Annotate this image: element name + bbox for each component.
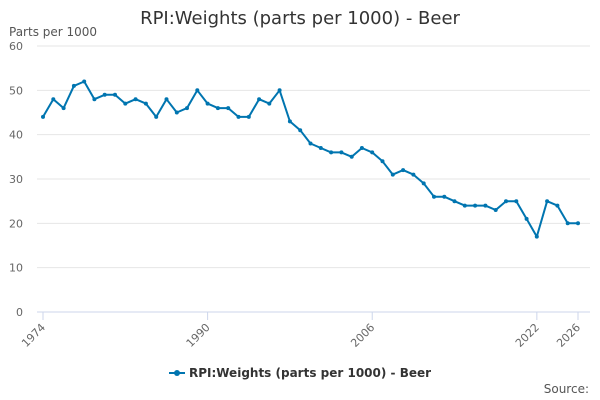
y-tick-label: 20 [9,217,23,230]
x-tick-label: 2026 [554,321,583,350]
x-axis-tick-labels: 1974 1990 2006 2022 2026 [19,321,583,350]
data-point[interactable] [267,101,272,106]
data-series[interactable] [41,79,580,239]
data-point[interactable] [493,208,498,212]
data-point[interactable] [576,221,580,226]
data-point[interactable] [123,101,128,106]
data-point[interactable] [483,203,488,208]
x-tick-label: 2006 [348,321,377,350]
data-point[interactable] [287,119,292,124]
data-point[interactable] [349,154,354,159]
data-point[interactable] [298,128,303,133]
data-point[interactable] [524,216,529,221]
data-point[interactable] [514,199,519,204]
legend-series-label[interactable]: RPI:Weights (parts per 1000) - Beer [188,366,432,380]
data-point[interactable] [565,221,570,226]
data-point[interactable] [359,146,364,150]
data-point[interactable] [504,199,508,204]
y-axis-unit-label: Parts per 1000 [9,25,98,39]
data-point[interactable] [308,141,313,146]
data-point[interactable] [164,97,169,102]
data-point[interactable] [195,88,200,93]
data-point[interactable] [143,101,148,106]
data-point[interactable] [411,172,416,177]
legend-series-marker-icon[interactable] [168,367,185,379]
data-point[interactable] [133,97,138,102]
data-point[interactable] [154,114,159,119]
data-point[interactable] [257,97,262,102]
data-point[interactable] [205,101,210,106]
y-tick-label: 0 [16,306,23,319]
data-point[interactable] [246,114,251,119]
data-point[interactable] [339,150,344,155]
data-point[interactable] [390,172,395,177]
source-label: Source: [543,382,589,396]
data-point[interactable] [236,114,241,119]
data-point[interactable] [452,199,457,204]
y-tick-label: 30 [9,173,23,186]
y-tick-label: 50 [9,84,23,97]
data-point[interactable] [380,159,385,164]
data-point[interactable] [318,146,323,150]
data-point[interactable] [102,92,107,97]
data-point[interactable] [71,83,76,88]
x-tick-label: 2022 [513,321,542,350]
y-tick-label: 60 [9,40,23,53]
y-axis-tick-labels: 0 10 20 30 40 50 60 [9,40,23,319]
data-point[interactable] [226,106,231,111]
data-point[interactable] [555,203,560,208]
data-point[interactable] [329,150,334,155]
data-point[interactable] [534,234,539,239]
x-tick-label: 1990 [184,321,213,350]
data-point[interactable] [82,79,87,84]
data-point[interactable] [215,106,220,111]
y-tick-label: 40 [9,129,23,142]
data-point[interactable] [432,194,436,199]
data-point[interactable] [462,203,467,208]
data-point[interactable] [401,168,406,173]
x-axis [37,311,590,320]
data-point[interactable] [92,97,97,102]
data-point[interactable] [113,92,117,97]
data-point[interactable] [185,106,189,111]
data-point[interactable] [174,110,179,115]
x-tick-label: 1974 [19,321,48,350]
data-point[interactable] [51,97,56,102]
y-tick-label: 10 [9,262,23,275]
data-point[interactable] [370,150,375,155]
data-point[interactable] [277,88,282,93]
chart-title: RPI:Weights (parts per 1000) - Beer [140,8,460,29]
legend-point-swatch [173,370,180,376]
chart-legend[interactable]: RPI:Weights (parts per 1000) - Beer [0,366,600,380]
data-point[interactable] [545,199,550,204]
series-line[interactable] [42,80,579,238]
data-point[interactable] [421,181,426,186]
gridlines [37,45,590,269]
data-point[interactable] [41,114,45,119]
data-point[interactable] [473,203,478,208]
data-point[interactable] [61,106,66,111]
data-point[interactable] [442,194,447,199]
